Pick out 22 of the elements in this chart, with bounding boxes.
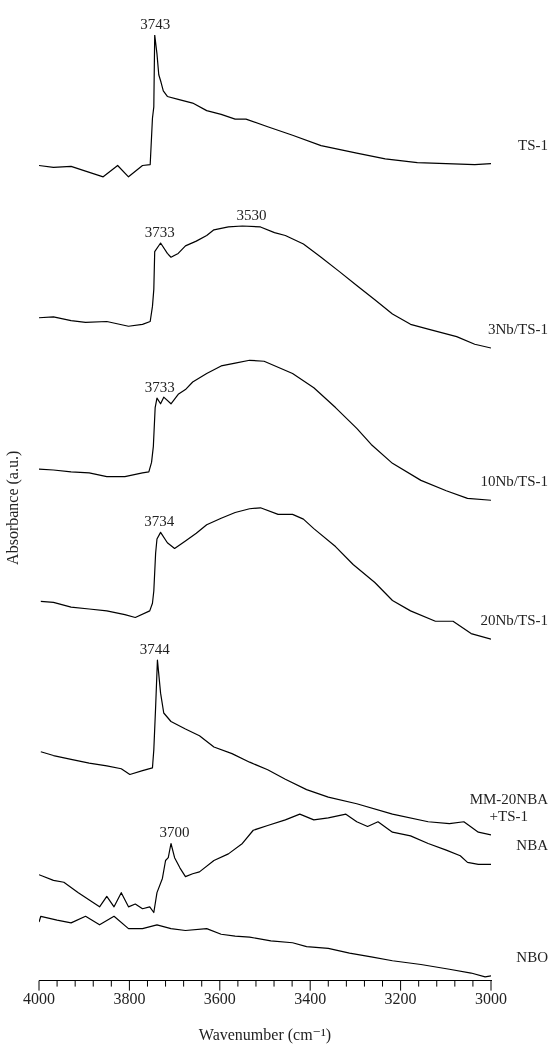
series-label: MM-20NBA +TS-1 (469, 790, 549, 824)
series-label: TS-1 (518, 136, 548, 153)
x-tick-label: 3600 (203, 990, 236, 1008)
x-tick-label: 3000 (475, 990, 507, 1008)
series-label: NBA (516, 837, 549, 854)
x-tick-label: 4000 (23, 990, 55, 1008)
annotation: 3530 (236, 207, 267, 224)
annotation: 3744 (139, 641, 171, 658)
annotation: 3733 (144, 379, 175, 396)
series-label: 10Nb/TS-1 (480, 473, 548, 490)
series-label: NBO (516, 948, 549, 965)
annotation: 3743 (140, 16, 171, 32)
x-axis-title: Wavenumber (cm⁻¹) (198, 1025, 332, 1044)
annotation: 3700 (159, 824, 190, 841)
series-label: 3Nb/TS-1 (488, 320, 548, 337)
annotation: 3734 (144, 513, 175, 530)
y-axis-title: Absorbance (a.u.) (3, 450, 22, 565)
series-label: 20Nb/TS-1 (480, 612, 548, 629)
annotation: 3733 (144, 224, 175, 241)
x-tick-label: 3800 (113, 990, 146, 1008)
x-tick-label: 3200 (384, 990, 417, 1008)
x-tick-label: 3400 (294, 990, 327, 1008)
